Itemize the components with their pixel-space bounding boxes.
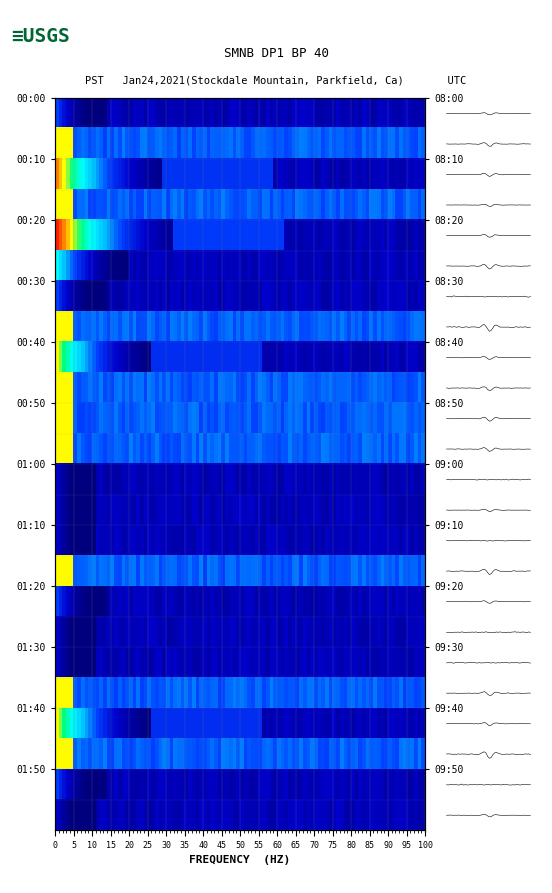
Text: PST   Jan24,2021(Stockdale Mountain, Parkfield, Ca)       UTC: PST Jan24,2021(Stockdale Mountain, Parkf… bbox=[86, 75, 466, 86]
X-axis label: FREQUENCY  (HZ): FREQUENCY (HZ) bbox=[189, 855, 291, 865]
Text: ≡USGS: ≡USGS bbox=[11, 27, 70, 46]
Text: SMNB DP1 BP 40: SMNB DP1 BP 40 bbox=[224, 47, 328, 60]
